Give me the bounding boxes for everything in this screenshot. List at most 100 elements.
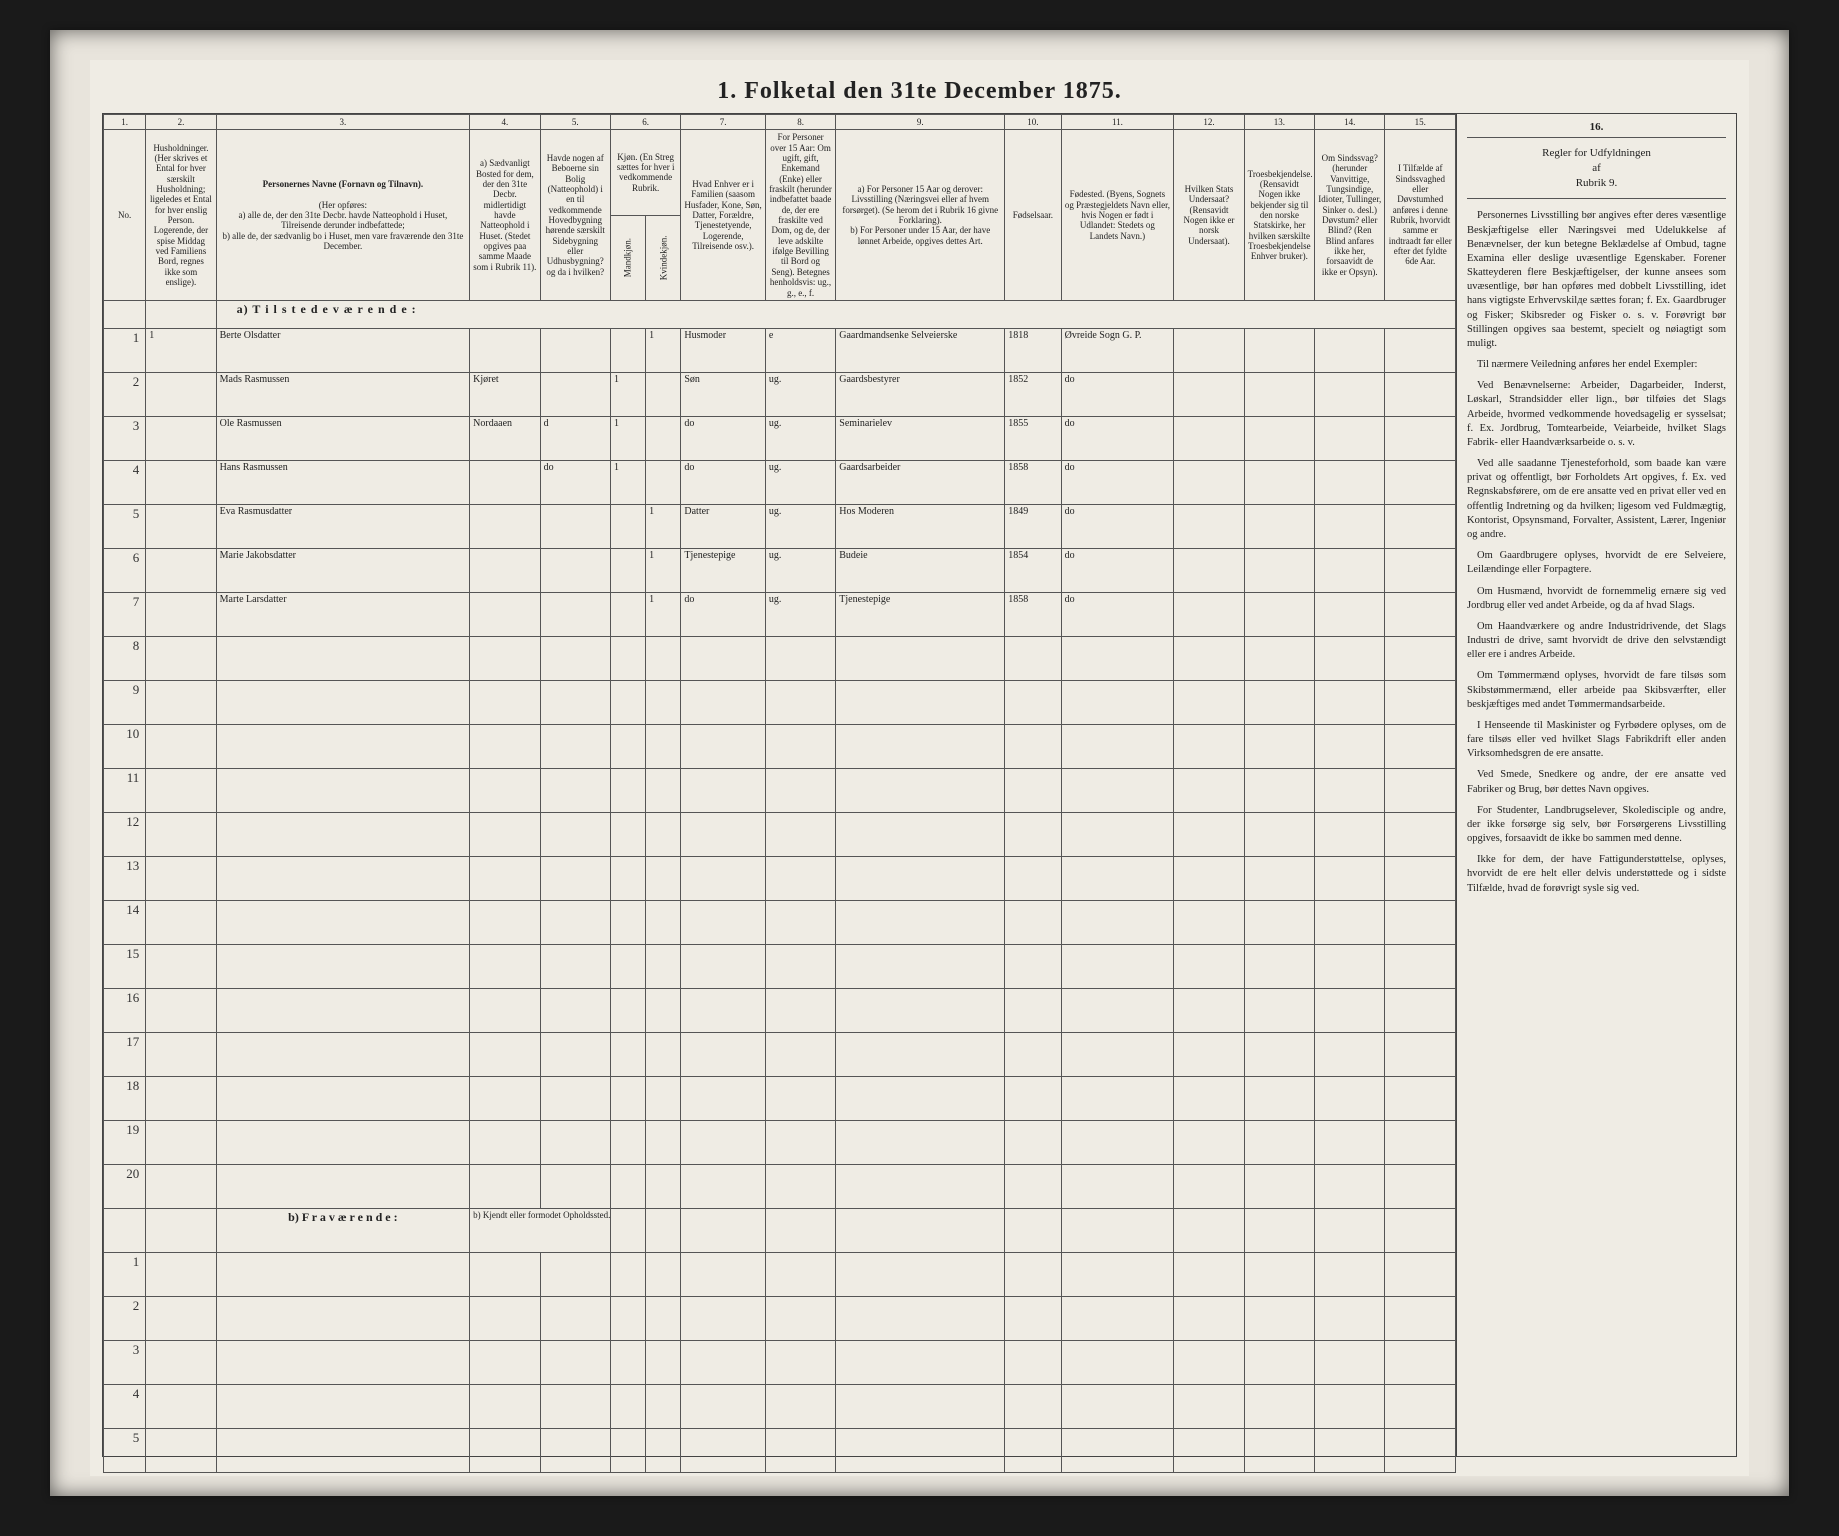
cell-empty: [1174, 1208, 1244, 1252]
cell-civil: ug.: [765, 460, 835, 504]
cell-empty: [1315, 768, 1385, 812]
rules-paragraph: I Henseende til Maskinister og Fyrbødere…: [1467, 719, 1726, 762]
cell-empty: [1244, 1208, 1314, 1252]
cell-occupation: Seminarielev: [836, 416, 1005, 460]
cell-male: [610, 328, 645, 372]
cell-empty: [216, 636, 470, 680]
cell-empty: [1174, 944, 1244, 988]
hdr-16: Regler for Udfyldningen af Rubrik 9.: [1467, 142, 1726, 200]
hdr-3-body: (Her opføres: a) alle de, der den 31te D…: [222, 200, 463, 251]
coln-9: 9.: [836, 115, 1005, 130]
coln-3: 3.: [216, 115, 470, 130]
scan-frame: 1. Folketal den 31te December 1875. 1. 2…: [50, 30, 1789, 1496]
coln-10: 10.: [1005, 115, 1061, 130]
cell-empty: [646, 680, 681, 724]
cell-empty: [1061, 988, 1174, 1032]
cell-empty: [610, 944, 645, 988]
cell-empty: [765, 1076, 835, 1120]
cell-empty: [765, 1428, 835, 1472]
cell-empty: [1315, 1032, 1385, 1076]
cell-empty: [1174, 1164, 1244, 1208]
cell-empty: [765, 1164, 835, 1208]
cell-civil: ug.: [765, 504, 835, 548]
cell-empty: [470, 680, 540, 724]
hdr-1: No.: [104, 130, 146, 301]
cell-empty: [1005, 636, 1061, 680]
hdr-3-title: Personernes Navne (Fornavn og Tilnavn).: [263, 179, 423, 189]
table-row-empty: 13: [104, 856, 1456, 900]
cell-empty: [1174, 1252, 1244, 1296]
cell-empty: [765, 812, 835, 856]
cell-residence: [470, 328, 540, 372]
cell-empty: [610, 1208, 645, 1252]
cell-rownum: 4: [104, 1384, 146, 1428]
cell-empty: [470, 724, 540, 768]
cell-rownum: 19: [104, 1120, 146, 1164]
cell-name: Mads Rasmussen: [216, 372, 470, 416]
cell-empty: [540, 1340, 610, 1384]
cell-empty: [836, 1120, 1005, 1164]
cell-birthyear: 1858: [1005, 592, 1061, 636]
cell-13: [1244, 548, 1314, 592]
cell-male: [610, 548, 645, 592]
section-b-row: b) F r a v æ r e n d e :b) Kjendt eller …: [104, 1208, 1456, 1252]
cell-empty: [836, 1340, 1005, 1384]
cell-13: [1244, 372, 1314, 416]
cell-empty: [470, 856, 540, 900]
cell-rownum: 14: [104, 900, 146, 944]
cell-empty: [1061, 1384, 1174, 1428]
rules-text: Personernes Livsstilling bør angives eft…: [1467, 209, 1726, 895]
cell-empty: [1385, 680, 1456, 724]
cell-civil: ug.: [765, 372, 835, 416]
cell-occupation: Gaardmandsenkе Selveierske: [836, 328, 1005, 372]
cell-empty: [646, 1428, 681, 1472]
column-number-row: 1. 2. 3. 4. 5. 6. 7. 8. 9. 10. 11. 12.: [104, 115, 1456, 130]
cell-empty: [1385, 1340, 1456, 1384]
cell-empty: [470, 1252, 540, 1296]
cell-empty: [1315, 1208, 1385, 1252]
table-row-empty: 4: [104, 1384, 1456, 1428]
cell-empty: [610, 1076, 645, 1120]
cell-empty: [681, 900, 765, 944]
cell-birthplace: do: [1061, 592, 1174, 636]
cell-empty: [216, 1032, 470, 1076]
cell-14: [1315, 372, 1385, 416]
cell-empty: [1061, 1120, 1174, 1164]
cell-birthyear: 1854: [1005, 548, 1061, 592]
cell-12: [1174, 504, 1244, 548]
table-row: 11Berte Olsdatter1HusmodereGaardmandsenk…: [104, 328, 1456, 372]
cell-13: [1244, 416, 1314, 460]
cell-female: 1: [646, 548, 681, 592]
coln-14: 14.: [1315, 115, 1385, 130]
cell-empty: [540, 680, 610, 724]
cell-empty: [681, 1164, 765, 1208]
cell-empty: [470, 1428, 540, 1472]
cell-15: [1385, 328, 1456, 372]
cell-residence: [470, 548, 540, 592]
table-row-empty: 2: [104, 1296, 1456, 1340]
cell-empty: [540, 1384, 610, 1428]
cell-empty: [1244, 1252, 1314, 1296]
table-row-empty: 10: [104, 724, 1456, 768]
cell-empty: [610, 1032, 645, 1076]
cell-empty: [146, 1120, 216, 1164]
cell-empty: [1005, 1384, 1061, 1428]
cell-empty: [146, 680, 216, 724]
cell-empty: [1061, 944, 1174, 988]
coln-16: 16.: [1467, 120, 1726, 138]
hdr-15: I Tilfælde af Sindssvaghed eller Døvstum…: [1385, 130, 1456, 301]
cell-empty: [646, 1296, 681, 1340]
table-header: 1. 2. 3. 4. 5. 6. 7. 8. 9. 10. 11. 12.: [104, 115, 1456, 301]
cell-empty: [681, 768, 765, 812]
cell-empty: [216, 1164, 470, 1208]
cell-empty: [836, 856, 1005, 900]
cell-empty: [1315, 988, 1385, 1032]
cell-household: [146, 460, 216, 504]
table-row-empty: 5: [104, 1428, 1456, 1472]
cell-empty: [216, 768, 470, 812]
cell-empty: [1061, 1032, 1174, 1076]
cell-empty: [646, 1032, 681, 1076]
cell-empty: [1244, 944, 1314, 988]
cell-outbuilding: [540, 504, 610, 548]
cell-empty: [646, 988, 681, 1032]
